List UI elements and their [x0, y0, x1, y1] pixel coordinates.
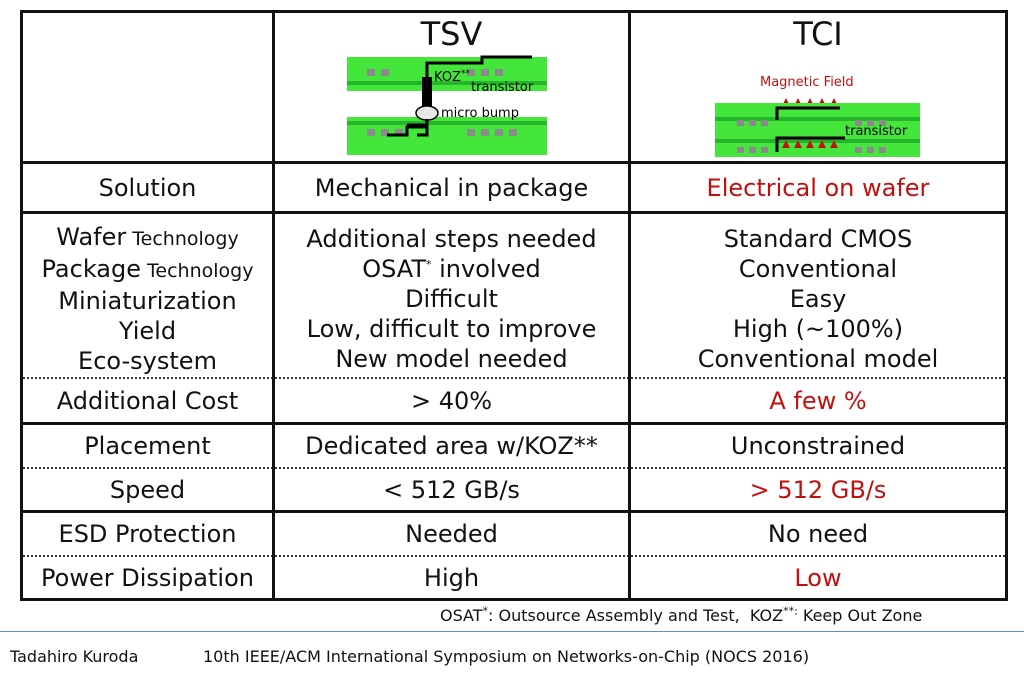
koz-label: KOZ**: [434, 69, 470, 85]
table-border-top: [20, 10, 1008, 13]
transistor-squares: [737, 120, 886, 153]
lower-wafer-stripe: [715, 139, 920, 143]
label-wafer-technology: Wafer Technology: [56, 223, 239, 251]
magnetic-field-arrows-bottom: [782, 140, 838, 148]
footer-author: Tadahiro Kuroda: [10, 647, 139, 666]
dotted-divider: [23, 377, 1005, 379]
tci-coil-upper: [775, 106, 840, 120]
group-labels: Wafer Technology Package Technology Mini…: [23, 223, 272, 375]
cost-label: Additional Cost: [56, 386, 239, 415]
yield-tsv: Low, difficult to improve: [306, 315, 597, 343]
solution-tci: Electrical on wafer: [706, 173, 930, 202]
footnote: OSAT*: Outsource Assembly and Test, KOZ*…: [440, 604, 923, 625]
footer-event: 10th IEEE/ACM International Symposium on…: [203, 647, 810, 666]
wafer-tech-tsv: Additional steps needed: [306, 225, 597, 253]
tsv-cross-section-diagram: KOZ** transistor micro bump: [347, 55, 547, 155]
placement-label: Placement: [84, 432, 211, 460]
table-border-bottom: [20, 598, 1008, 601]
label-miniaturization: Miniaturization: [58, 287, 237, 315]
power-label: Power Dissipation: [41, 563, 254, 592]
wafer-tech-tci: Standard CMOS: [723, 225, 913, 253]
power-tsv: High: [423, 563, 480, 592]
table-border-left: [20, 10, 23, 601]
package-tech-tsv: OSAT* involved: [362, 255, 541, 283]
speed-label: Speed: [109, 475, 186, 504]
package-tech-tci: Conventional: [738, 255, 898, 283]
esd-label: ESD Protection: [58, 520, 237, 548]
tci-header: TCI Magnetic Field transistor: [631, 13, 1005, 161]
row-divider: [20, 161, 1008, 164]
tsv-header: TSV KOZ** transistor micro bump: [275, 13, 628, 161]
tsv-via: [422, 77, 432, 107]
esd-tsv: Needed: [405, 520, 498, 548]
group-tsv: Additional steps needed OSAT* involved D…: [275, 224, 628, 374]
micro-bump-icon: [415, 105, 439, 121]
solution-label: Solution: [98, 173, 197, 202]
tsv-wiring-lower: [387, 119, 429, 137]
dotted-divider: [23, 555, 1005, 557]
eco-system-tci: Conventional model: [697, 345, 939, 373]
tci-title: TCI: [793, 15, 843, 53]
tci-coil-lower: [775, 136, 845, 152]
solution-tsv: Mechanical in package: [314, 173, 589, 202]
placement-tci: Unconstrained: [730, 432, 906, 460]
micro-bump-label: micro bump: [441, 106, 519, 121]
power-tci: Low: [794, 563, 842, 592]
transistor-label: transistor: [845, 124, 908, 139]
speed-tci: > 512 GB/s: [749, 475, 887, 504]
row-divider: [20, 422, 1008, 425]
speed-tsv: < 512 GB/s: [383, 475, 520, 504]
tsv-wiring-upper: [425, 55, 532, 77]
yield-tci: High (~100%): [732, 315, 904, 343]
miniaturization-tci: Easy: [789, 285, 847, 313]
magnetic-field-label: Magnetic Field: [760, 75, 854, 90]
label-eco-system: Eco-system: [78, 347, 217, 375]
transistor-label: transistor: [471, 80, 534, 95]
row-divider: [20, 510, 1008, 513]
placement-tsv: Dedicated area w/KOZ**: [305, 432, 598, 460]
tci-cross-section-diagram: Magnetic Field transistor: [715, 75, 920, 157]
label-package-technology: Package Technology: [41, 255, 254, 283]
upper-chip-stripe: [347, 81, 547, 85]
table-border-right: [1005, 10, 1008, 601]
eco-system-tsv: New model needed: [335, 345, 568, 373]
group-tci: Standard CMOS Conventional Easy High (~1…: [631, 224, 1005, 374]
column-divider: [272, 10, 275, 601]
comparison-table: TSV KOZ** transistor micro bump TCI Magn…: [20, 10, 1008, 602]
dotted-divider: [23, 467, 1005, 469]
lower-chip-stripe: [347, 121, 547, 125]
row-divider: [20, 211, 1008, 214]
label-yield: Yield: [118, 317, 177, 345]
transistor-squares: [367, 69, 517, 136]
cost-tci: A few %: [769, 386, 867, 415]
tsv-title: TSV: [420, 15, 483, 53]
esd-tci: No need: [767, 520, 869, 548]
upper-wafer-stripe: [715, 117, 920, 121]
cost-tsv: > 40%: [410, 386, 493, 415]
tsv-wiring: [407, 123, 429, 137]
miniaturization-tsv: Difficult: [405, 285, 498, 313]
footer-rule: [0, 631, 1024, 632]
column-divider: [628, 10, 631, 601]
